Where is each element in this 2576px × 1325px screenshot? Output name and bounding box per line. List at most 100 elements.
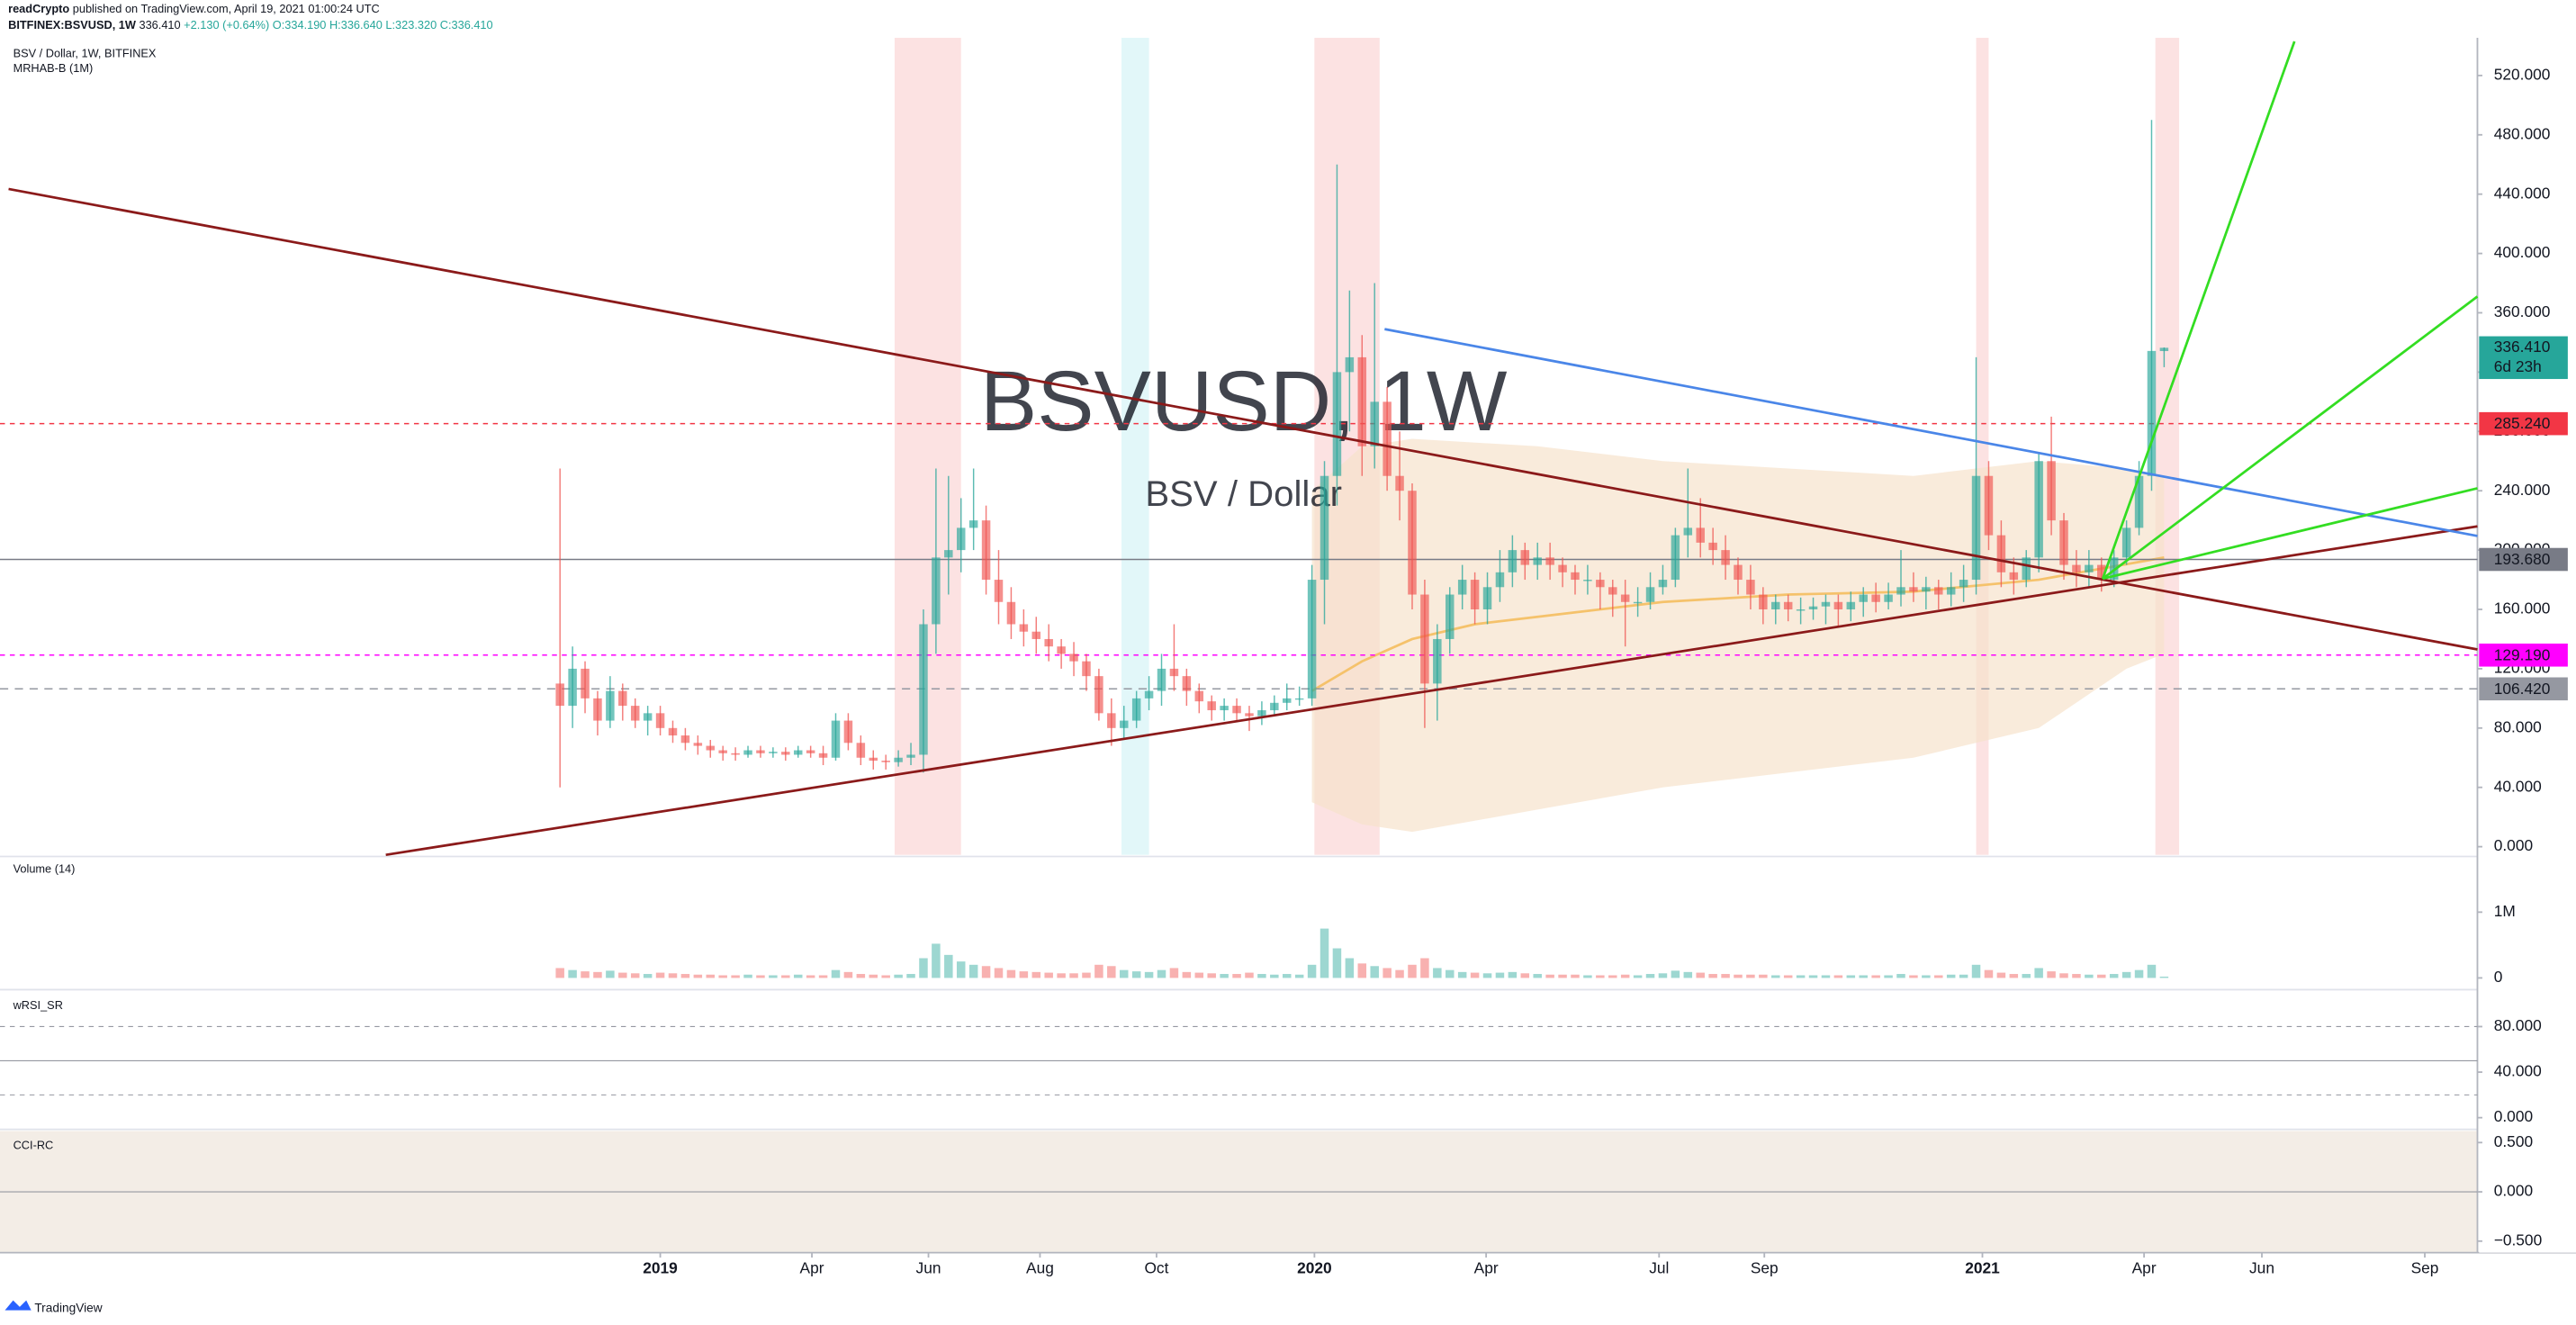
volume-bar (2159, 976, 2169, 978)
volume-bar (968, 964, 978, 978)
y-tick-label: 40.000 (2494, 1062, 2542, 1080)
candle-body (680, 735, 690, 744)
trend-line (2102, 295, 2479, 580)
candle-body (555, 683, 564, 707)
candle-body (706, 745, 716, 751)
trend-line (2102, 487, 2478, 581)
countdown: 6d 23h (2494, 357, 2542, 375)
volume-bar (994, 968, 1004, 978)
candle-body (994, 580, 1004, 602)
volume-bar (1846, 975, 1856, 978)
volume-bar (1922, 975, 1931, 978)
candle-body (630, 706, 640, 721)
candle-body (1533, 557, 1542, 565)
volume-bar (1433, 968, 1442, 978)
volume-bar (1307, 964, 1317, 978)
candle-body (1721, 550, 1730, 565)
publisher: readCrypto (8, 2, 69, 15)
candle-body (1596, 580, 1605, 588)
candle-body (1245, 713, 1254, 717)
volume-bar (1645, 974, 1655, 978)
candle-body (781, 752, 790, 755)
change: +2.130 (+0.64%) (184, 19, 269, 32)
volume-bar (2034, 968, 2043, 978)
candle-body (1946, 587, 1956, 595)
volume-bar (2022, 974, 2031, 978)
volume-bar (818, 975, 828, 978)
candle-body (906, 754, 915, 758)
volume-bar (894, 974, 903, 978)
candle-body (2085, 564, 2094, 572)
candle-body (655, 713, 665, 728)
candle-body (756, 750, 765, 753)
volume-bar (869, 974, 878, 978)
volume-bar (1457, 971, 1467, 978)
candle-body (856, 743, 866, 758)
candle-body (818, 753, 828, 758)
signal-band (894, 38, 961, 855)
cloud-band (1311, 438, 2165, 833)
x-tick-label: Sep (2411, 1258, 2439, 1276)
candle-body (1759, 594, 1768, 610)
x-tick-label: Sep (1751, 1258, 1779, 1276)
candle-body (1783, 601, 1793, 610)
volume-bar (1395, 969, 1404, 978)
candle-body (968, 520, 978, 528)
level-box (2479, 547, 2568, 572)
candle-body (831, 720, 841, 758)
volume-bar (1495, 972, 1505, 978)
volume-bar (1182, 971, 1192, 978)
candle-body (668, 727, 678, 736)
volume-bar (1946, 974, 1956, 978)
level-label: 193.680 (2494, 550, 2551, 568)
y-tick-label: 480.000 (2494, 124, 2551, 142)
volume-bar (1169, 968, 1179, 978)
volume-bar (568, 969, 577, 978)
volume-bar (1896, 974, 1905, 978)
volume-bar (1984, 969, 1994, 978)
candle-body (1194, 690, 1204, 702)
volume-bar (1370, 966, 1379, 978)
volume-bar (1482, 973, 1492, 978)
volume-bar (618, 972, 627, 978)
candle-body (1457, 580, 1467, 595)
y-tick-label: 0 (2494, 968, 2503, 986)
volume-bar (1220, 974, 1229, 978)
candle-body (1395, 475, 1404, 491)
candle-body (2022, 557, 2031, 581)
candle-body (1620, 594, 1630, 602)
volume-bar (1345, 958, 1355, 978)
candle-body (743, 750, 752, 755)
candle-body (1383, 401, 1392, 476)
last-price-box (2479, 336, 2568, 380)
volume-bar (2059, 973, 2068, 978)
candle-body (1833, 601, 1843, 610)
volume-bar (1571, 974, 1580, 978)
candle-body (581, 668, 590, 699)
candle-body (2147, 350, 2157, 476)
candle-body (2072, 564, 2081, 572)
watermark-sub: BSV / Dollar (1145, 473, 1342, 514)
footer-logo (5, 1300, 32, 1311)
volume-bar (932, 943, 941, 978)
volume-bar (781, 975, 790, 978)
volume-bar (1683, 971, 1693, 978)
candle-body (869, 757, 878, 762)
y-tick-label: 80.000 (2494, 1016, 2542, 1034)
candle-body (1796, 609, 1806, 611)
volume-bar (1533, 974, 1542, 978)
x-tick-label: Jun (916, 1258, 941, 1276)
volume-bar (1157, 969, 1166, 978)
volume-bar (593, 971, 602, 978)
volume-bar (1470, 972, 1480, 978)
y-tick-label: −0.500 (2494, 1230, 2542, 1248)
candle-body (1006, 601, 1016, 625)
volume-bar (1232, 974, 1241, 978)
volume-bar (1884, 975, 1893, 978)
y-tick-label: 400.000 (2494, 243, 2551, 261)
volume-bar (731, 975, 740, 978)
volume-bar (581, 971, 590, 978)
x-tick-label: Oct (1144, 1258, 1168, 1276)
candle-body (1934, 587, 1943, 595)
candle-body (1984, 475, 1994, 536)
